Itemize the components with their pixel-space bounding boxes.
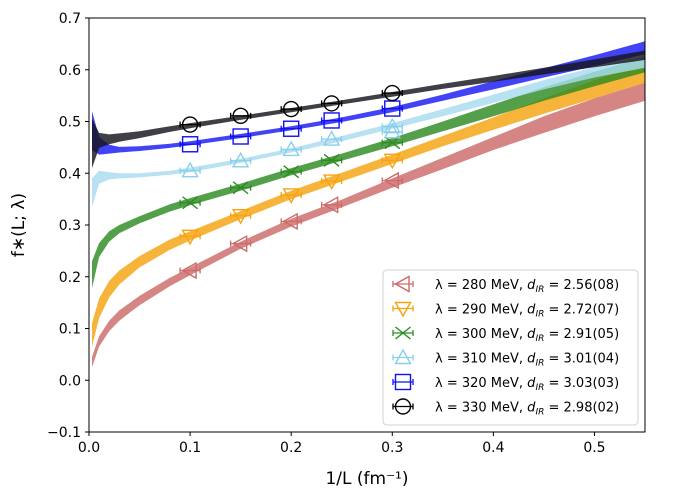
legend-entry-310-mev: λ = 310 MeV, dIR = 3.01(04) [392,348,619,369]
x-tick-label: 0.5 [583,440,605,456]
point-300-mev-4 [381,136,403,150]
x-tick-label: 0.4 [482,440,504,456]
y-tick-label: 0.1 [59,322,81,338]
legend-box [382,269,639,426]
legend-entry-300-mev: λ = 300 MeV, dIR = 2.91(05) [392,326,619,344]
legend-label: λ = 310 MeV, dIR = 3.01(04) [435,352,619,369]
point-310-mev-2 [280,140,302,157]
point-280-mev-3 [320,196,343,214]
x-tick-label: 0.0 [78,440,100,456]
legend: λ = 280 MeV, dIR = 2.56(08) λ = 290 MeV, … [382,269,639,426]
point-280-mev-0 [179,261,201,280]
data-points [179,84,403,280]
legend-label: λ = 300 MeV, dIR = 2.91(05) [435,327,619,344]
x-tick-label: 0.3 [381,440,403,456]
y-tick-label: 0.2 [59,270,81,286]
point-330-mev-0 [179,116,201,133]
legend-label: λ = 330 MeV, dIR = 2.98(02) [435,401,619,418]
y-tick-label: 0.3 [59,218,81,234]
axis-ticks: 0.0 0.1 0.2 0.3 0.4 0.5−0.10.00.10.20.30.40.5… [47,11,606,456]
y-tick-label: 0.0 [59,373,81,389]
point-280-mev-2 [280,212,302,231]
point-320-mev-3 [320,112,343,129]
x-axis-label: 1/L (fm⁻¹) [325,469,408,489]
legend-label: λ = 280 MeV, dIR = 2.56(08) [435,278,619,295]
band-280-mev [92,82,645,368]
point-300-mev-3 [320,153,343,167]
legend-label: λ = 320 MeV, dIR = 3.03(03) [435,376,619,393]
y-tick-label: 0.6 [59,63,81,79]
point-330-mev-2 [280,100,302,118]
point-330-mev-1 [229,107,252,125]
y-tick-label: −0.1 [47,425,81,441]
legend-entry-330-mev: λ = 330 MeV, dIR = 2.98(02) [392,398,619,418]
legend-entry-320-mev: λ = 320 MeV, dIR = 3.03(03) [392,373,619,393]
confidence-bands [92,41,645,368]
point-290-mev-2 [280,188,302,204]
point-310-mev-5 [381,122,403,139]
point-300-mev-1 [229,181,252,195]
point-300-mev-0 [179,196,201,210]
point-290-mev-3 [320,174,343,190]
y-tick-label: 0.5 [59,115,81,131]
point-320-mev-1 [229,128,252,145]
point-330-mev-4 [381,84,403,102]
y-tick-label: 0.7 [59,11,81,27]
point-280-mev-1 [229,234,252,253]
point-290-mev-4 [381,153,403,170]
point-330-mev-3 [320,95,343,112]
point-320-mev-0 [179,136,201,153]
point-310-mev-4 [381,117,403,134]
y-tick-label: 0.4 [59,166,81,182]
x-tick-label: 0.2 [280,440,302,456]
band-300-mev [92,57,645,289]
point-310-mev-3 [320,130,343,146]
point-310-mev-1 [229,151,252,168]
point-320-mev-2 [280,120,302,137]
legend-entry-280-mev: λ = 280 MeV, dIR = 2.56(08) [392,275,619,295]
band-330-mev [92,50,645,169]
legend-label: λ = 290 MeV, dIR = 2.72(07) [435,303,619,320]
point-290-mev-1 [229,208,252,225]
point-320-mev-4 [381,100,403,117]
band-290-mev [92,63,645,347]
point-280-mev-4 [381,171,403,190]
point-300-mev-2 [280,165,302,179]
point-310-mev-0 [179,161,201,178]
y-axis-label: f∗(L; λ) [9,193,29,257]
band-310-mev [92,56,645,207]
point-290-mev-0 [179,229,201,246]
x-tick-label: 0.1 [179,440,201,456]
legend-entry-290-mev: λ = 290 MeV, dIR = 2.72(07) [392,301,619,320]
